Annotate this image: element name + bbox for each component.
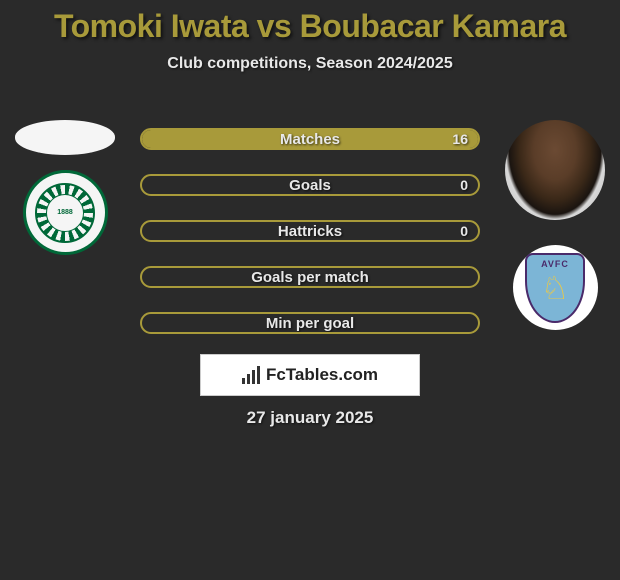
stat-value: 16 (452, 130, 468, 148)
stat-value: 0 (460, 222, 468, 240)
lion-icon: ♘ (541, 272, 570, 304)
celtic-ring-icon: 1888 (35, 183, 95, 243)
player-left-column: 1888 (10, 120, 120, 255)
logo-bars-icon (242, 366, 260, 384)
comparison-subtitle: Club competitions, Season 2024/2025 (0, 55, 620, 73)
player-right-avatar (505, 120, 605, 220)
stat-label: Goals per match (142, 268, 478, 286)
aston-villa-badge-icon: AVFC ♘ (513, 245, 598, 330)
player-left-avatar (15, 120, 115, 155)
fctables-logo: FcTables.com (200, 354, 420, 396)
celtic-center-icon: 1888 (46, 194, 84, 232)
stat-label: Min per goal (142, 314, 478, 332)
stat-row-matches: Matches 16 (140, 128, 480, 150)
stat-value: 0 (460, 176, 468, 194)
stat-row-goals-per-match: Goals per match (140, 266, 480, 288)
stat-row-goals: Goals 0 (140, 174, 480, 196)
snapshot-date: 27 january 2025 (0, 408, 620, 428)
player-right-column: AVFC ♘ (500, 120, 610, 330)
avfc-shield-icon: AVFC ♘ (525, 253, 585, 323)
stat-label: Matches (142, 130, 478, 148)
stat-row-min-per-goal: Min per goal (140, 312, 480, 334)
stats-bars: Matches 16 Goals 0 Hattricks 0 Goals per… (140, 128, 480, 358)
stat-label: Goals (142, 176, 478, 194)
comparison-title: Tomoki Iwata vs Boubacar Kamara (0, 0, 620, 45)
logo-text: FcTables.com (266, 365, 378, 385)
stat-row-hattricks: Hattricks 0 (140, 220, 480, 242)
stat-label: Hattricks (142, 222, 478, 240)
celtic-badge-icon: 1888 (23, 170, 108, 255)
avfc-text: AVFC (541, 259, 569, 269)
